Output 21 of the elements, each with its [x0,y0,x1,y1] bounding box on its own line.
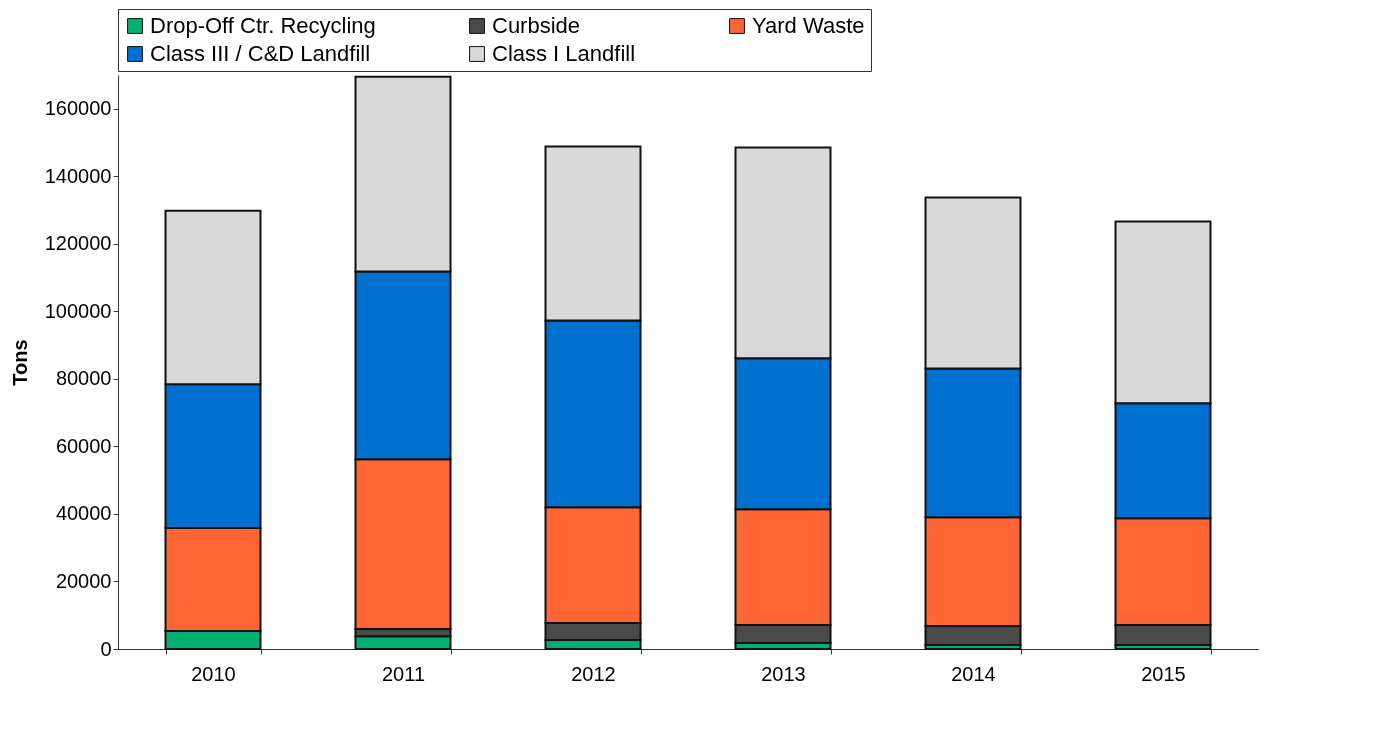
legend-label: Yard Waste [752,13,865,38]
x-tick-label: 2015 [1141,662,1186,685]
y-tick-label: 0 [100,637,112,660]
x-tick-label: 2012 [571,662,616,685]
x-tick-label: 2011 [381,662,426,685]
y-tick-label: 60000 [55,434,112,457]
legend-label: Drop-Off Ctr. Recycling [150,13,376,38]
legend-label: Curbside [492,13,581,38]
y-tick-label: 100000 [44,299,112,322]
y-axis-title: Tons [8,339,31,386]
y-tick-label: 20000 [55,569,112,592]
x-tick-label: 2014 [951,662,996,685]
legend-label: Class III / C&D Landfill [150,41,371,66]
y-tick-label: 140000 [44,164,112,187]
x-tick-label: 2013 [761,662,806,685]
legend-label: Class I Landfill [492,41,636,66]
x-tick-label: 2010 [191,662,236,685]
y-tick-label: 160000 [44,97,112,120]
y-tick-label: 80000 [55,367,112,390]
y-tick-label: 40000 [55,502,112,525]
y-tick-label: 120000 [44,232,112,255]
